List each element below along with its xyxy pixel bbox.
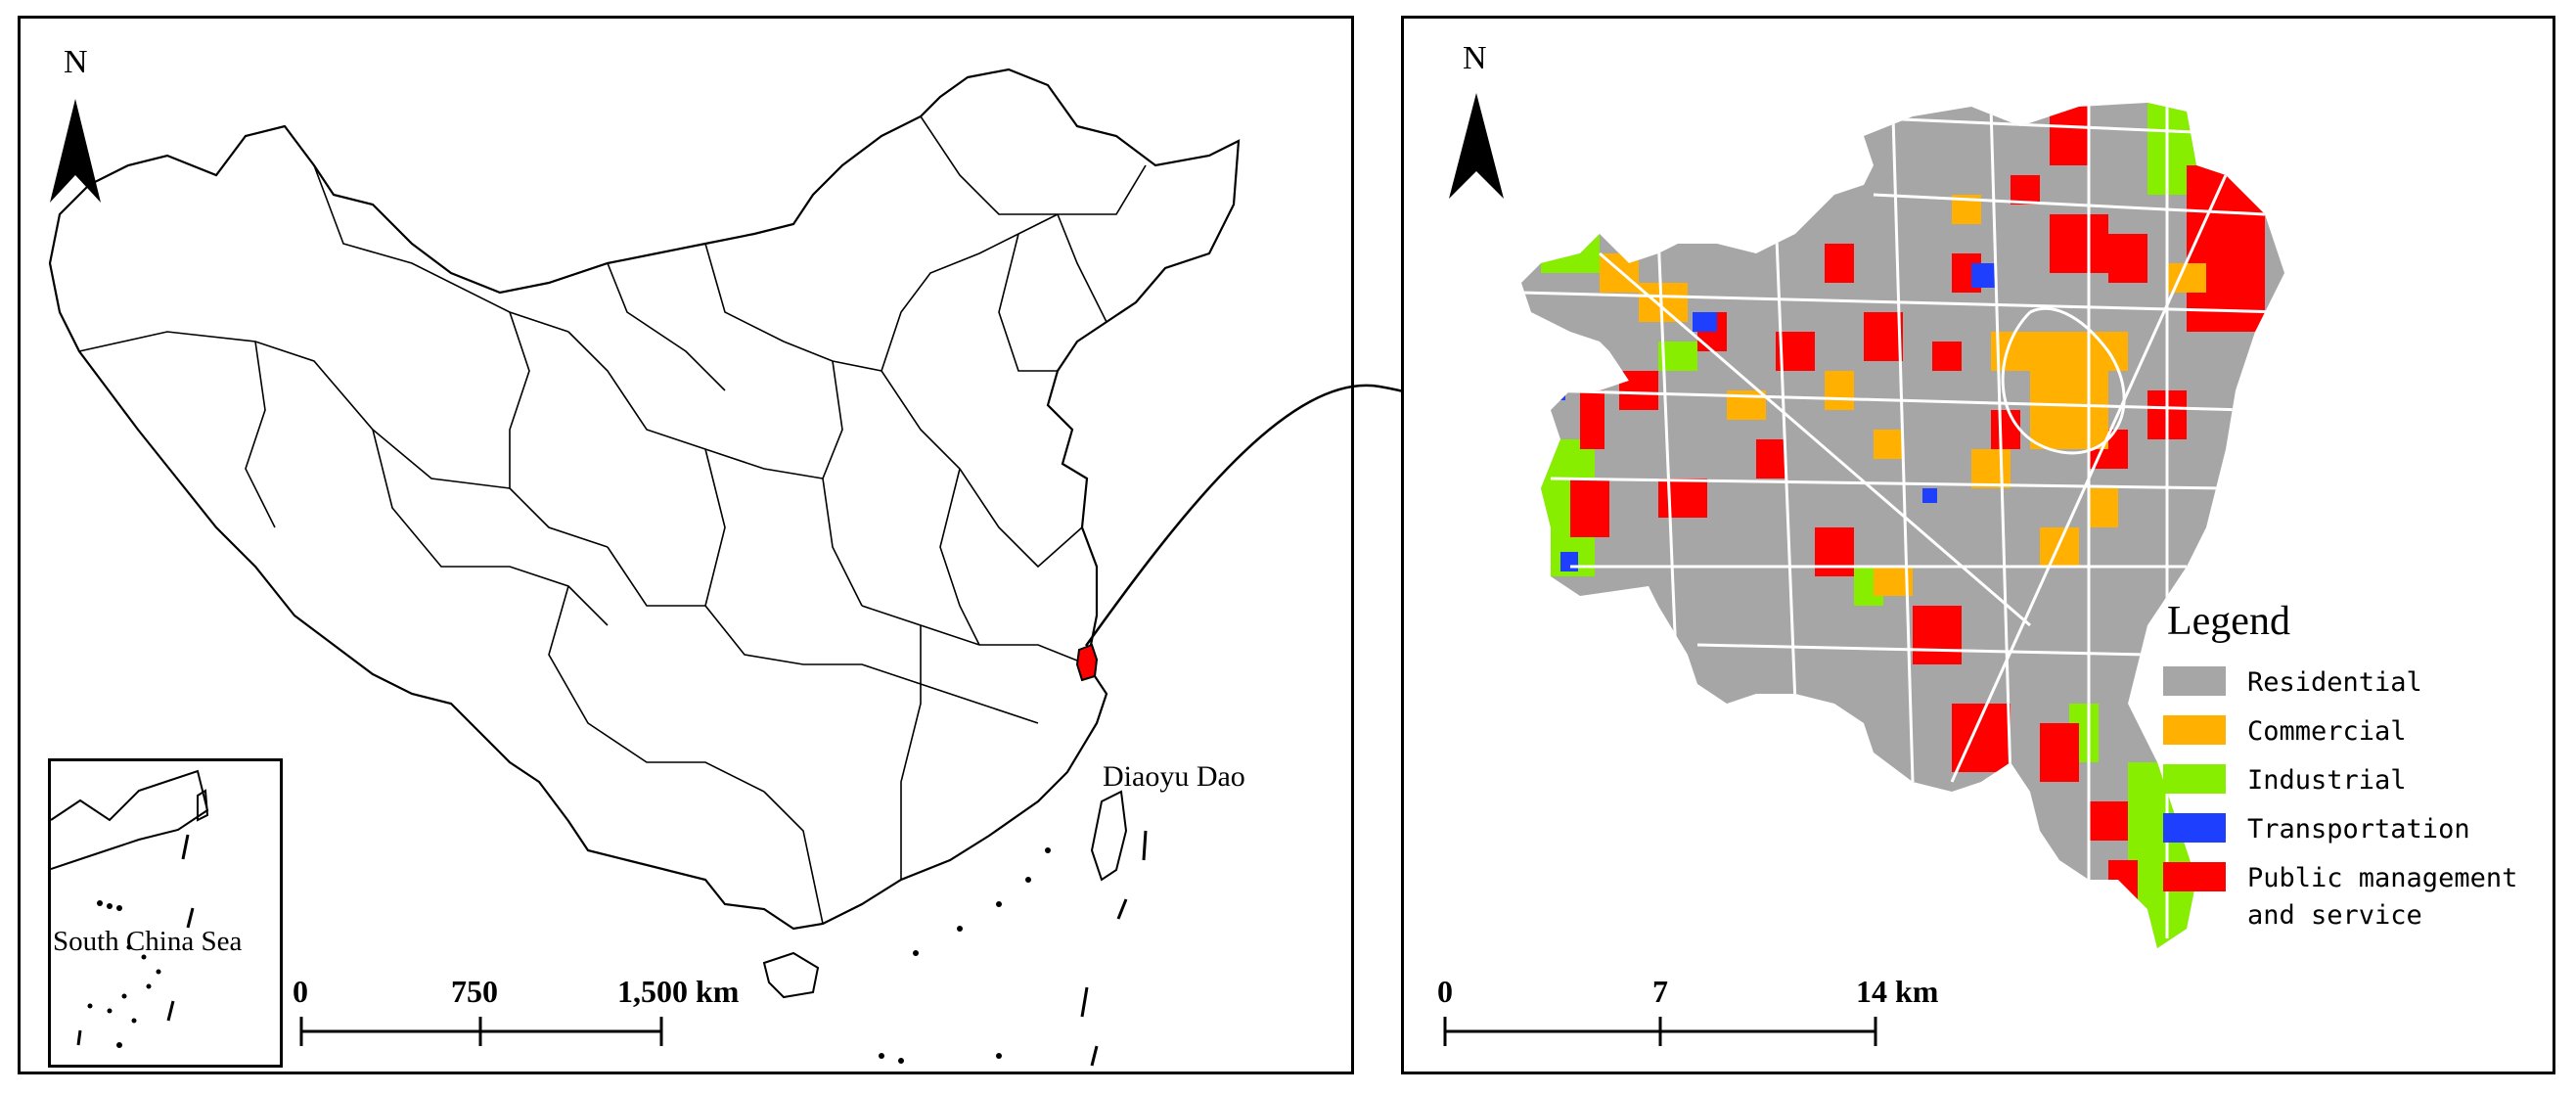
- legend-label: Transportation: [2247, 814, 2470, 844]
- scale-tick-0: 0: [293, 974, 308, 1009]
- scale-tick-750: 750: [451, 974, 498, 1009]
- legend-item-public-service: Public management and service: [2163, 860, 2517, 935]
- legend-title: Legend: [2167, 599, 2290, 644]
- province-boundaries: [78, 115, 1147, 925]
- legend-item-commercial: Commercial: [2163, 713, 2407, 751]
- scale-bar: [299, 1017, 663, 1046]
- sea-boundary-dashes: [1080, 986, 1099, 1067]
- north-label: N: [1463, 40, 1487, 76]
- china-map-svg: [48, 68, 1241, 1067]
- coastal-islets: [879, 847, 1051, 1064]
- china-map-panel: South China Sea N Diaoyu Dao 0 750 1,500…: [18, 16, 1354, 1074]
- legend-item-industrial: Industrial: [2163, 762, 2407, 799]
- inset-map: South China Sea: [48, 758, 283, 1068]
- scale-tick-7: 7: [1652, 974, 1668, 1009]
- shanghai-study-area: [1075, 643, 1099, 682]
- north-arrow-icon: [1449, 93, 1504, 199]
- north-arrow-icon: [50, 99, 101, 203]
- scale-tick-1500: 1,500 km: [617, 974, 740, 1009]
- legend-item-residential: Residential: [2163, 664, 2422, 702]
- legend-label: Industrial: [2247, 765, 2407, 796]
- inset-sea-label: South China Sea: [53, 926, 243, 957]
- legend-label: Residential: [2247, 667, 2422, 698]
- inset-svg: [51, 769, 209, 1048]
- legend-label: Public management and service: [2247, 863, 2518, 931]
- diaoyu-islets: [1116, 830, 1148, 920]
- legend-swatch: [2163, 715, 2226, 745]
- inset-taiwan: [197, 789, 209, 822]
- china-outline: [48, 68, 1241, 931]
- legend-swatch: [2163, 813, 2226, 843]
- landuse-svg: [1443, 93, 2284, 1046]
- legend-swatch: [2163, 862, 2226, 891]
- legend-swatch: [2163, 764, 2226, 794]
- inset-dashes: [76, 834, 195, 1046]
- hainan-island: [762, 951, 820, 999]
- legend-swatch: [2163, 666, 2226, 696]
- scale-tick-0: 0: [1437, 974, 1453, 1009]
- taiwan-island: [1090, 790, 1128, 882]
- legend-item-transportation: Transportation: [2163, 811, 2470, 848]
- inset-islands: [87, 900, 161, 1048]
- scale-tick-14: 14 km: [1856, 974, 1939, 1009]
- scale-bar: [1443, 1017, 1877, 1046]
- legend-label: Commercial: [2247, 716, 2407, 747]
- landuse-map-panel: N Legend Residential Commercial Industri…: [1401, 16, 2555, 1074]
- diaoyu-label: Diaoyu Dao: [1103, 760, 1245, 793]
- landuse-patches: [1521, 103, 2284, 948]
- north-label: N: [64, 44, 88, 80]
- inset-coast: [51, 769, 209, 870]
